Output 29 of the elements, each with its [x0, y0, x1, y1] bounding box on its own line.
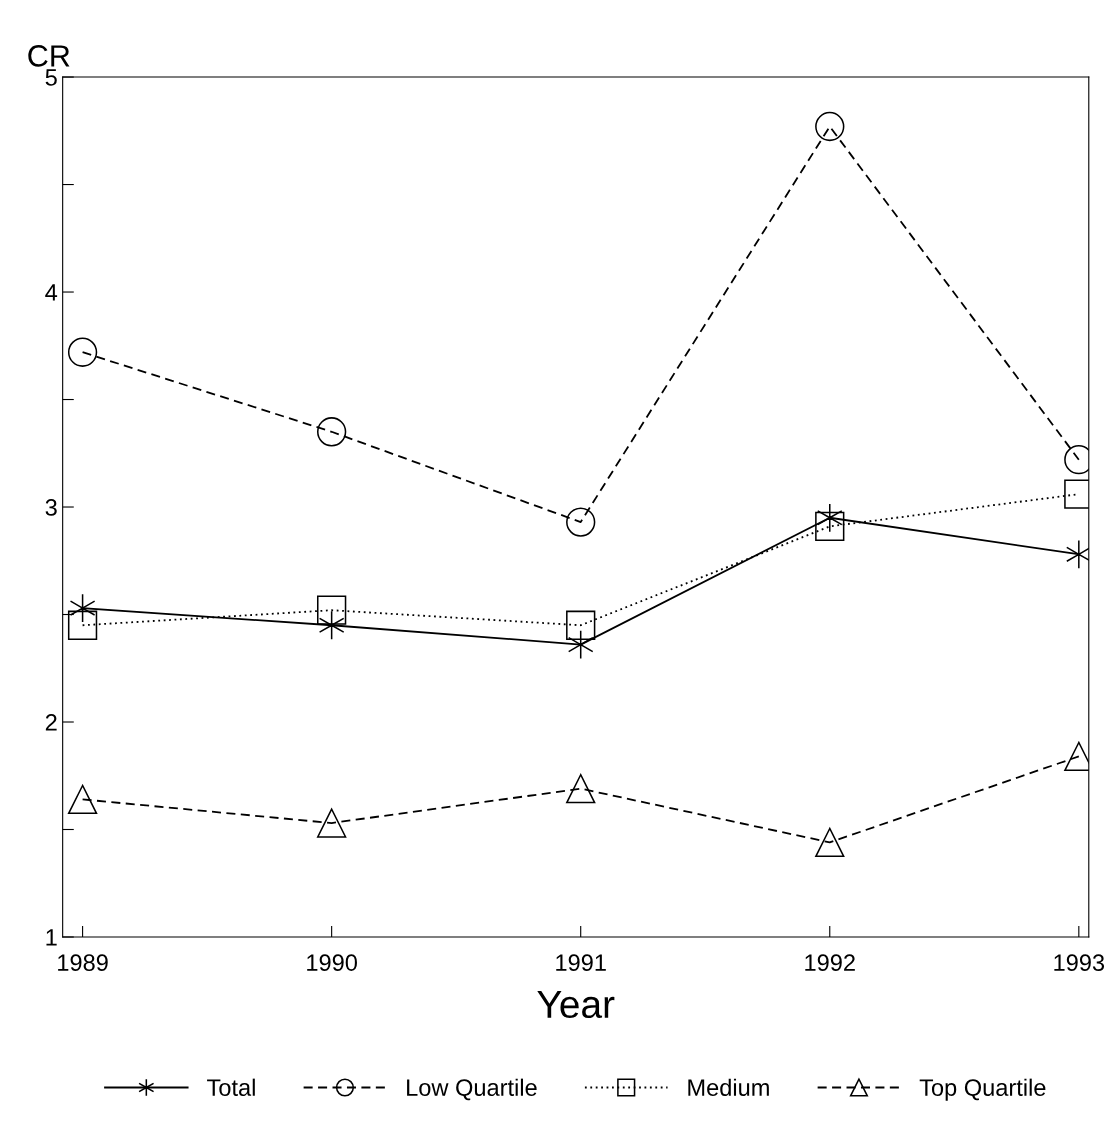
- point: [67, 337, 98, 367]
- point: [815, 111, 845, 142]
- point: [67, 610, 98, 640]
- point: [815, 511, 845, 542]
- point: [815, 827, 845, 858]
- point: [316, 417, 347, 447]
- point: [316, 595, 347, 625]
- legend-label: Low Quartile: [407, 1078, 537, 1101]
- y-tick-label: 1: [46, 929, 57, 946]
- y-axis-title: CR: [28, 45, 70, 67]
- point: [566, 610, 596, 640]
- y-tick-label: 5: [45, 69, 57, 86]
- point: [816, 503, 843, 533]
- x-tick-label: 1989: [58, 954, 108, 971]
- point: [67, 784, 98, 815]
- x-tick-label: 1992: [805, 954, 855, 971]
- legend-label: Total: [207, 1078, 255, 1096]
- point: [566, 507, 596, 537]
- x-tick-label: 1990: [307, 954, 357, 971]
- x-tick-label: 1991: [556, 954, 606, 971]
- legend-label: Top Quartile: [919, 1078, 1046, 1101]
- point: [566, 773, 596, 804]
- y-tick-label: 2: [45, 714, 57, 731]
- point: [316, 808, 347, 838]
- x-axis-title: Year: [537, 990, 615, 1019]
- legend-label: Medium: [688, 1078, 769, 1096]
- x-tick-label: 1993: [1054, 954, 1105, 971]
- y-tick-label: 4: [45, 284, 58, 301]
- y-tick-label: 3: [45, 499, 57, 516]
